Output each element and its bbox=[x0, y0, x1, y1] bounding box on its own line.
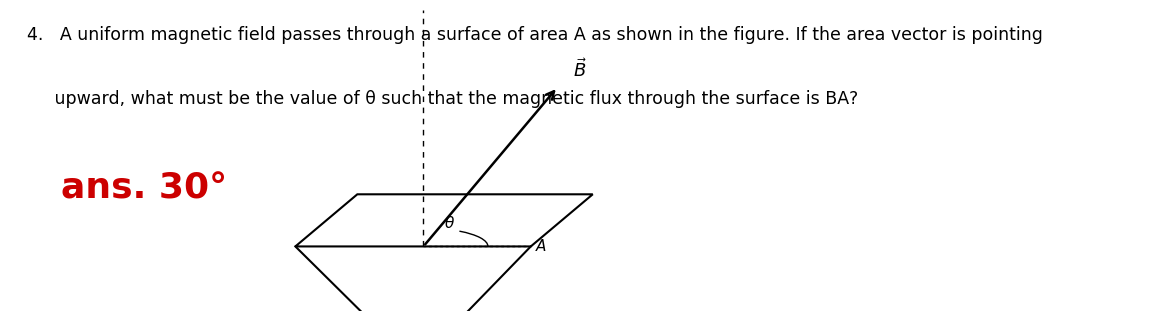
Text: ans. 30°: ans. 30° bbox=[61, 171, 227, 205]
Text: $\vec{B}$: $\vec{B}$ bbox=[573, 58, 587, 81]
Text: $\theta$: $\theta$ bbox=[445, 215, 455, 231]
Text: $A$: $A$ bbox=[535, 238, 548, 255]
Text: 4.   A uniform magnetic field passes through a surface of area A as shown in the: 4. A uniform magnetic field passes throu… bbox=[27, 26, 1042, 44]
Text: upward, what must be the value of θ such that the magnetic flux through the surf: upward, what must be the value of θ such… bbox=[27, 90, 858, 108]
